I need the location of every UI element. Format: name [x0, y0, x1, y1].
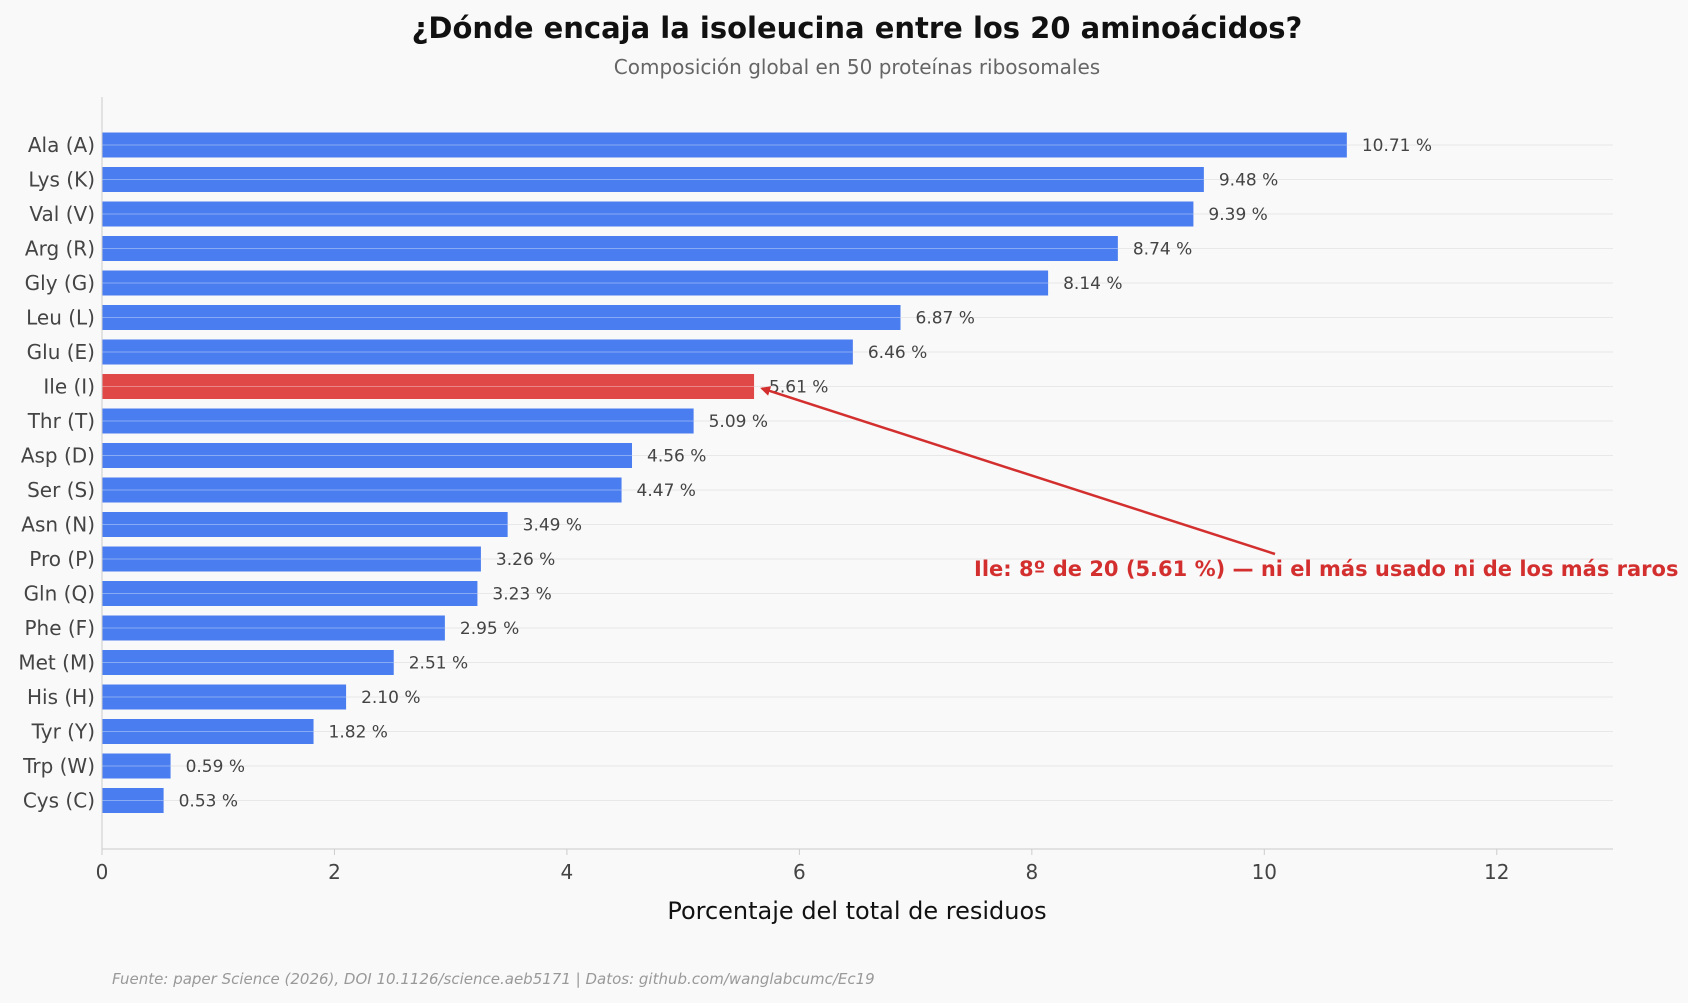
category-label: Thr (T) — [27, 409, 95, 433]
category-label: Ser (S) — [27, 478, 95, 502]
chart-title: ¿Dónde encaja la isoleucina entre los 20… — [412, 11, 1303, 45]
bar — [102, 201, 1194, 227]
bar — [102, 236, 1118, 261]
x-tick-label: 12 — [1484, 860, 1509, 884]
bar — [102, 339, 853, 365]
bar — [102, 581, 478, 606]
value-label: 4.47 % — [637, 481, 696, 501]
category-label: Glu (E) — [27, 340, 95, 364]
value-label: 5.61 % — [769, 378, 828, 398]
category-label: Asp (D) — [21, 444, 95, 468]
bar — [102, 132, 1347, 158]
source-note: Fuente: paper Science (2026), DOI 10.112… — [112, 970, 875, 988]
bar — [102, 270, 1049, 296]
x-axis-label: Porcentaje del total de residuos — [667, 897, 1046, 925]
bar — [102, 305, 901, 330]
category-label: Val (V) — [29, 202, 95, 226]
value-label: 3.23 % — [492, 585, 551, 605]
value-label: 5.09 % — [709, 412, 768, 432]
value-label: 4.56 % — [647, 447, 706, 467]
chart-subtitle: Composición global en 50 proteínas ribos… — [614, 55, 1100, 79]
bars: 10.71 % 9.48 % 9.39 % 8.74 % 8.14 % 6.87 % 6.4… — [102, 132, 1432, 813]
value-label: 0.59 % — [186, 757, 245, 777]
annotation: Ile: 8º de 20 (5.61 %) — ni el más usado… — [760, 386, 1678, 581]
x-tick-label: 8 — [1025, 860, 1038, 884]
value-label: 9.48 % — [1219, 171, 1278, 191]
category-label: Tyr (Y) — [31, 720, 95, 744]
x-tick-label: 0 — [96, 860, 109, 884]
value-label: 3.26 % — [496, 550, 555, 570]
category-label: Leu (L) — [26, 306, 95, 330]
x-tick-label: 10 — [1252, 860, 1277, 884]
category-label: Met (M) — [18, 651, 95, 675]
category-label: Ile (I) — [43, 375, 95, 399]
category-label: Gly (G) — [25, 271, 95, 295]
bar — [102, 753, 171, 779]
value-label: 2.95 % — [460, 619, 519, 639]
bar — [102, 512, 508, 537]
value-label: 8.14 % — [1063, 274, 1122, 294]
value-label: 9.39 % — [1208, 205, 1267, 225]
value-label: 2.10 % — [361, 688, 420, 708]
value-label: 8.74 % — [1133, 240, 1192, 260]
value-label: 6.46 % — [868, 343, 927, 363]
value-label: 3.49 % — [523, 516, 582, 536]
category-label: Asn (N) — [21, 513, 95, 537]
category-label: Arg (R) — [25, 237, 95, 261]
bar — [102, 374, 755, 399]
category-label: Phe (F) — [24, 616, 95, 640]
x-tick-label: 6 — [793, 860, 806, 884]
bar — [102, 408, 694, 434]
bar — [102, 546, 481, 572]
category-label: Pro (P) — [29, 547, 95, 571]
category-label: Cys (C) — [23, 789, 95, 813]
bar — [102, 684, 347, 710]
value-label: 0.53 % — [179, 792, 238, 812]
bar — [102, 615, 445, 641]
bar — [102, 443, 633, 468]
x-tick-label: 4 — [561, 860, 574, 884]
bar — [102, 650, 394, 675]
value-label: 10.71 % — [1362, 136, 1432, 156]
value-label: 1.82 % — [329, 723, 388, 743]
value-label: 2.51 % — [409, 654, 468, 674]
bar — [102, 167, 1204, 192]
category-label: Ala (A) — [28, 133, 95, 157]
axes: Ala (A) Lys (K) Val (V) Arg (R) Gly (G) Leu (… — [18, 97, 1613, 884]
value-label: 6.87 % — [916, 309, 975, 329]
x-tick-label: 2 — [328, 860, 341, 884]
category-label: Trp (W) — [22, 754, 95, 778]
category-label: Lys (K) — [28, 168, 95, 192]
category-label: Gln (Q) — [24, 582, 95, 606]
annotation-text: Ile: 8º de 20 (5.61 %) — ni el más usado… — [974, 557, 1678, 581]
bar — [102, 477, 622, 503]
category-label: His (H) — [27, 685, 95, 709]
bar — [102, 719, 314, 744]
bar — [102, 788, 164, 813]
annotation-arrow — [760, 386, 1276, 556]
